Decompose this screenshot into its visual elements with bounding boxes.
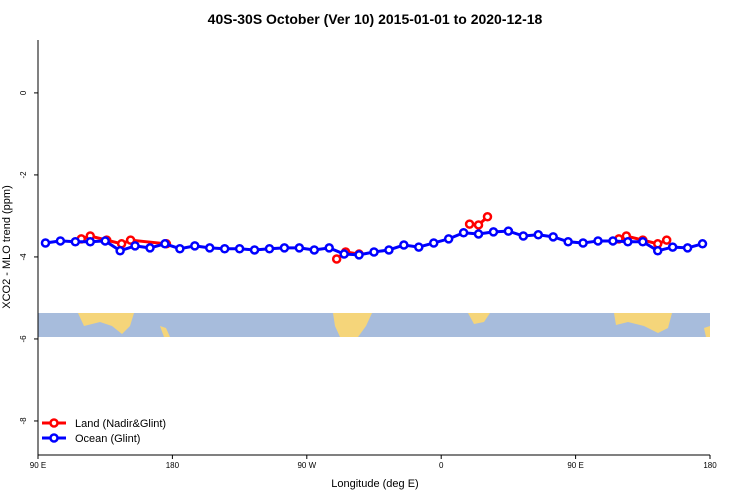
point [533, 230, 544, 240]
x-tick-label: 180 [166, 461, 180, 470]
point [384, 245, 394, 255]
point [279, 243, 290, 253]
x-tick-label: 0 [439, 461, 444, 470]
point [458, 227, 469, 238]
point [190, 241, 200, 251]
x-tick-label: 180 [703, 461, 717, 470]
legend-marker [49, 418, 59, 428]
chart-title: 40S-30S October (Ver 10) 2015-01-01 to 2… [208, 11, 543, 27]
map-strip [38, 313, 710, 337]
point [661, 235, 672, 245]
point [234, 243, 245, 254]
point [608, 236, 618, 246]
point [324, 243, 334, 253]
point [55, 236, 66, 246]
point [175, 243, 185, 254]
y-tick-label: -6 [19, 335, 28, 343]
point [697, 239, 708, 249]
point [339, 249, 349, 259]
y-tick-label: -2 [19, 171, 28, 179]
point [428, 238, 439, 248]
point [414, 242, 424, 252]
point [482, 211, 493, 222]
point [518, 231, 529, 241]
point [473, 220, 484, 230]
point [219, 243, 230, 254]
point [85, 237, 96, 247]
point [125, 235, 136, 245]
point [309, 245, 320, 255]
point [464, 219, 475, 229]
point [503, 226, 514, 236]
point [354, 250, 364, 260]
point [369, 247, 379, 257]
point [563, 237, 573, 247]
legend-label: Ocean (Glint) [75, 433, 140, 445]
point [638, 237, 648, 247]
x-tick-label: 90 W [297, 461, 316, 470]
point [70, 237, 81, 247]
legend-label: Land (Nadir&Glint) [75, 418, 166, 430]
point [40, 238, 51, 248]
point [160, 239, 170, 249]
point [682, 243, 693, 253]
x-tick-label: 90 E [567, 461, 583, 470]
point [249, 245, 260, 255]
point [667, 242, 678, 252]
point [264, 243, 275, 254]
point [204, 243, 215, 253]
point [652, 246, 663, 256]
legend-marker [49, 433, 59, 443]
point [145, 243, 155, 253]
x-tick-label: 90 E [30, 461, 46, 470]
point [294, 243, 305, 253]
point [548, 232, 558, 242]
y-tick-label: -8 [19, 417, 28, 425]
point [578, 238, 588, 248]
y-tick-label: -4 [19, 253, 28, 261]
y-axis-label: XCO2 - MLO trend (ppm) [1, 185, 13, 308]
point [399, 240, 409, 250]
point [115, 246, 125, 256]
x-axis-label: Longitude (deg E) [331, 478, 418, 490]
point [593, 236, 603, 246]
point [130, 241, 140, 251]
point [100, 236, 110, 246]
y-tick-label: 0 [19, 90, 28, 95]
point [473, 229, 484, 239]
point [488, 227, 499, 237]
point [331, 254, 342, 264]
point [623, 237, 633, 247]
point [443, 234, 454, 244]
